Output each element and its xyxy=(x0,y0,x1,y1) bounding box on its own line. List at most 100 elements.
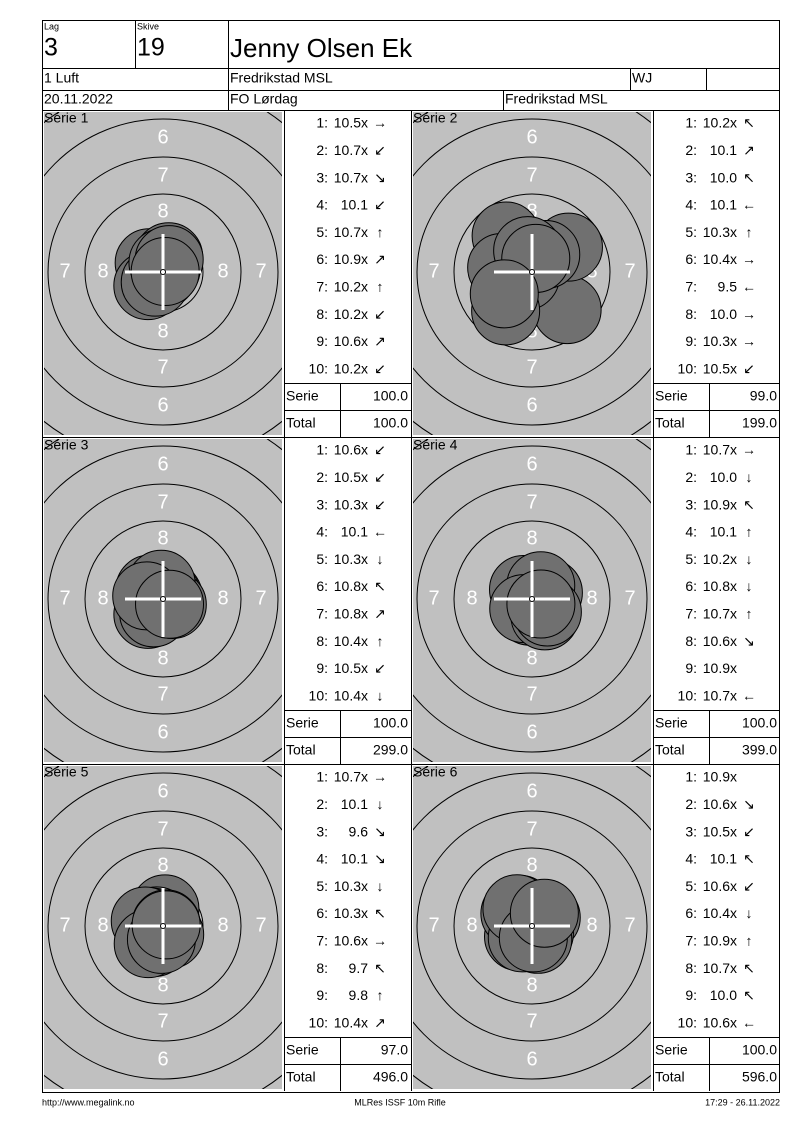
ring xyxy=(47,483,279,715)
target-face: 6 6 7 7 7 7 8 8 8 8 xyxy=(44,439,282,762)
shot-direction: ↑ xyxy=(746,524,753,540)
event: FO Lørdag xyxy=(230,91,298,107)
shot-direction: ↙ xyxy=(743,878,755,894)
ring-label: 8 xyxy=(157,527,168,549)
shot-number: 5: xyxy=(685,224,697,240)
shot-hole xyxy=(469,259,539,329)
shot-direction: → xyxy=(742,442,756,458)
shot-direction: ↓ xyxy=(377,687,384,703)
ring-label: 7 xyxy=(59,587,70,609)
shot-score: 10.1 xyxy=(710,142,737,158)
shot-direction: ↑ xyxy=(377,633,384,649)
ring-label: 8 xyxy=(157,647,168,669)
shot-number: 7: xyxy=(685,279,697,295)
ring-label: 7 xyxy=(624,914,635,936)
shot-direction: ← xyxy=(742,1014,756,1030)
shot-score: 10.3x xyxy=(334,878,368,894)
shot-number: 1: xyxy=(685,769,697,785)
series-title: Série 5 xyxy=(44,764,89,780)
shot-number: 3: xyxy=(685,169,697,185)
shot-direction: ← xyxy=(742,197,756,213)
shot-direction: ↙ xyxy=(374,660,386,676)
shot-score: 10.9x xyxy=(334,251,368,267)
target: 6 6 7 7 7 7 8 8 8 8 Série 3 xyxy=(44,437,282,762)
ring-label: 8 xyxy=(526,854,537,876)
ring-label: 7 xyxy=(157,818,168,840)
shot-number: 9: xyxy=(685,987,697,1003)
ring-label: 8 xyxy=(586,587,597,609)
shot-number: 1: xyxy=(316,115,328,131)
shot-number: 4: xyxy=(685,197,697,213)
shot-direction: ↗ xyxy=(374,1014,386,1030)
skive-label: Skive xyxy=(137,21,159,31)
shot-number: 8: xyxy=(685,960,697,976)
shot-direction: → xyxy=(373,769,387,785)
shot-number: 2: xyxy=(685,142,697,158)
shot-direction: ↓ xyxy=(377,796,384,812)
shot-number: 2: xyxy=(316,796,328,812)
shot-number: 2: xyxy=(685,469,697,485)
shooter-name: Jenny Olsen Ek xyxy=(230,33,413,63)
ring xyxy=(413,445,651,753)
ring xyxy=(413,118,651,426)
shot-score: 10.6x xyxy=(334,442,368,458)
center xyxy=(160,596,166,602)
shot-direction: ← xyxy=(373,524,387,540)
ring-label: 6 xyxy=(157,126,168,148)
shot-direction: ↘ xyxy=(374,851,386,867)
shot-score: 10.8x xyxy=(334,578,368,594)
shot-score: 10.0 xyxy=(710,306,737,322)
total-score: 199.0 xyxy=(742,415,777,431)
ring-label: 8 xyxy=(97,587,108,609)
shot-direction: ↑ xyxy=(377,987,384,1003)
ring-label: 6 xyxy=(526,721,537,743)
shot-direction: ↓ xyxy=(377,551,384,567)
shot-score: 10.5x xyxy=(334,115,368,131)
target-face: 6 6 7 7 7 7 8 8 8 8 xyxy=(44,766,282,1089)
center xyxy=(160,923,166,929)
shot-number: 10: xyxy=(309,1014,328,1030)
shot-direction: ↗ xyxy=(374,606,386,622)
footer-center: MLRes ISSF 10m Rifle xyxy=(354,1097,446,1107)
shot-direction: → xyxy=(742,251,756,267)
shot-score: 10.1 xyxy=(341,851,368,867)
shot-number: 4: xyxy=(316,197,328,213)
ring xyxy=(44,772,282,1080)
shot-number: 10: xyxy=(678,360,697,376)
shot-score: 10.6x xyxy=(703,796,737,812)
shot-score: 10.3x xyxy=(334,496,368,512)
ring-label: 6 xyxy=(526,453,537,475)
shot-direction: ↘ xyxy=(743,633,755,649)
serie-score: 100.0 xyxy=(742,715,777,731)
ring-label: 7 xyxy=(59,260,70,282)
shot-direction: ↖ xyxy=(374,960,386,976)
shot-direction: ↗ xyxy=(374,251,386,267)
shot-score: 10.1 xyxy=(710,851,737,867)
shot-direction: ↙ xyxy=(374,197,386,213)
ring-label: 6 xyxy=(526,394,537,416)
shot-direction: ↑ xyxy=(746,606,753,622)
ring-label: 8 xyxy=(157,854,168,876)
ring xyxy=(47,810,279,1042)
shot-score: 10.3x xyxy=(703,224,737,240)
shot-direction: → xyxy=(742,306,756,322)
lag: 3 xyxy=(44,34,58,62)
ring-label: 8 xyxy=(466,914,477,936)
shot-score: 10.3x xyxy=(334,551,368,567)
shot-number: 1: xyxy=(685,442,697,458)
shot-score: 10.5x xyxy=(334,469,368,485)
lag-label: Lag xyxy=(44,21,59,31)
ring xyxy=(84,520,242,678)
shot-score: 10.9x xyxy=(703,660,737,676)
shot-direction: ↓ xyxy=(377,878,384,894)
series-title: Série 4 xyxy=(413,437,458,453)
serie-score: 100.0 xyxy=(742,1042,777,1058)
shot-number: 8: xyxy=(316,960,328,976)
shot-direction: ↙ xyxy=(374,360,386,376)
shot-number: 8: xyxy=(316,633,328,649)
shot-number: 3: xyxy=(685,823,697,839)
shot-number: 7: xyxy=(316,606,328,622)
shot-score: 10.3x xyxy=(703,333,737,349)
shot-hole xyxy=(135,569,205,639)
